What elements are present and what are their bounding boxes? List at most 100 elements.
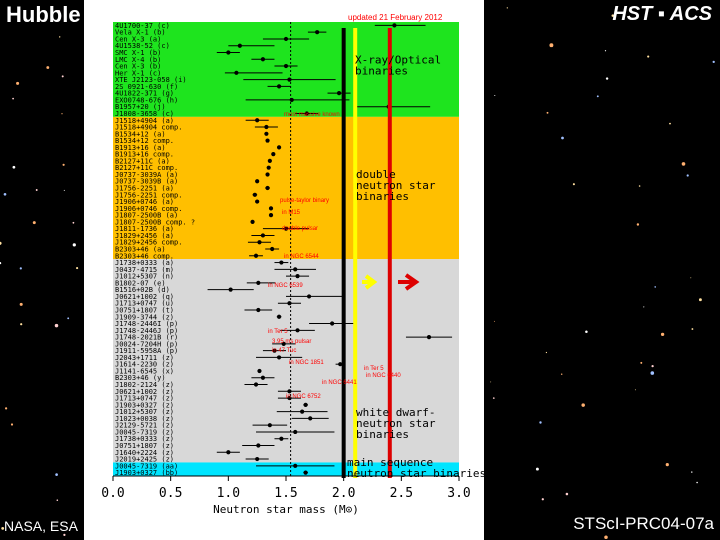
star bbox=[560, 373, 563, 375]
row-label: J1518+4904 comp. bbox=[115, 124, 182, 132]
star bbox=[681, 162, 686, 166]
data-point bbox=[279, 260, 284, 265]
data-point bbox=[281, 341, 286, 346]
data-point bbox=[268, 213, 274, 218]
star bbox=[35, 189, 38, 191]
data-point bbox=[255, 199, 260, 204]
data-point bbox=[276, 355, 282, 360]
row-label: B2303+46 (y) bbox=[115, 374, 166, 382]
region-label: X-ray/Optical bbox=[355, 53, 441, 66]
star bbox=[647, 55, 650, 58]
row-label: J0621+1002 (z) bbox=[115, 388, 174, 396]
star bbox=[634, 389, 636, 391]
row-label: J1141-6545 (x) bbox=[115, 367, 174, 375]
data-point bbox=[267, 158, 272, 164]
annotation: in NGC 6752 bbox=[286, 394, 321, 400]
star bbox=[32, 221, 36, 225]
row-label: EXO0748-676 (h) bbox=[115, 96, 178, 104]
row-label: J0045-7319 (aa) bbox=[115, 462, 178, 470]
row-label: J1012+5307 (z) bbox=[115, 408, 174, 416]
row-label: B1913+16 comp. bbox=[115, 151, 174, 159]
annotation: in Ter 5 bbox=[364, 366, 384, 372]
star bbox=[572, 183, 575, 186]
row-label: J1748-2021B (r) bbox=[115, 334, 178, 342]
row-label: J1713+0747 (u) bbox=[115, 300, 174, 308]
data-point bbox=[279, 436, 284, 441]
region-label: main sequence bbox=[347, 456, 433, 469]
data-point bbox=[308, 416, 313, 421]
star bbox=[3, 192, 7, 196]
row-label: J1906+0746 comp. bbox=[115, 205, 182, 213]
row-label: LMC X-4 (b) bbox=[115, 56, 161, 64]
annotation: 3.95 ms pulsar bbox=[272, 339, 311, 345]
row-label: 4U1822-371 (g) bbox=[115, 90, 174, 98]
data-point bbox=[271, 152, 276, 157]
header-title-left: Hubble bbox=[6, 2, 81, 27]
data-point bbox=[260, 375, 266, 380]
data-point bbox=[237, 43, 242, 48]
row-label: J1738+0333 (a) bbox=[115, 259, 174, 267]
data-point bbox=[300, 409, 305, 414]
x-tick-label: 3.0 bbox=[447, 486, 470, 501]
row-label: J1811-1736 (a) bbox=[115, 225, 174, 233]
data-point bbox=[270, 246, 275, 252]
data-point bbox=[255, 179, 260, 184]
x-tick-label: 0.0 bbox=[101, 486, 124, 501]
region-label: double bbox=[356, 168, 396, 181]
row-label: J0751+1807 (z) bbox=[115, 442, 174, 450]
row-label: B2303+46 comp. bbox=[115, 252, 174, 260]
data-point bbox=[330, 321, 335, 326]
annotation: in NGC 6539 bbox=[268, 283, 303, 289]
star bbox=[651, 364, 654, 368]
star bbox=[55, 473, 58, 476]
star bbox=[12, 165, 16, 169]
data-point bbox=[338, 362, 343, 367]
row-label: XTE J2123-058 (i) bbox=[115, 76, 187, 84]
data-point bbox=[392, 23, 397, 28]
data-point bbox=[252, 192, 257, 197]
star bbox=[691, 328, 694, 330]
star bbox=[1, 527, 5, 530]
star bbox=[654, 286, 656, 288]
data-point bbox=[256, 280, 261, 285]
star bbox=[492, 397, 495, 399]
row-label: J1713+0747 (z) bbox=[115, 395, 174, 403]
data-point bbox=[293, 463, 298, 468]
star bbox=[0, 241, 2, 245]
region-label: binaries bbox=[355, 64, 408, 77]
row-label: J2019+2425 (z) bbox=[115, 456, 174, 464]
data-point bbox=[265, 185, 270, 191]
region-labels: updated 21 February 2012X-ray/Opticalbin… bbox=[268, 13, 486, 480]
data-point bbox=[256, 307, 261, 313]
region-label: binaries bbox=[356, 428, 409, 441]
data-point bbox=[293, 267, 298, 272]
star bbox=[640, 361, 643, 364]
row-label: B1957+20 (j) bbox=[115, 103, 166, 111]
row-label: J1808-3658 (c) bbox=[115, 110, 174, 118]
star bbox=[76, 267, 79, 270]
red-arrow bbox=[398, 273, 420, 291]
star bbox=[539, 421, 542, 424]
region-bands bbox=[113, 22, 459, 476]
data-point bbox=[293, 429, 298, 435]
data-point bbox=[283, 226, 289, 231]
row-label: J1023+0038 (z) bbox=[115, 415, 174, 423]
data-point bbox=[283, 63, 289, 69]
data-point bbox=[303, 402, 308, 407]
row-label: 4U1700-37 (c) bbox=[115, 22, 170, 30]
row-label: 4U1538-52 (c) bbox=[115, 42, 170, 50]
annotation: in NGC 6544 bbox=[284, 254, 319, 260]
row-label: J1640+2224 (z) bbox=[115, 449, 174, 457]
row-label: J1903+0327 (z) bbox=[115, 401, 174, 409]
row-label: J2129-5721 (z) bbox=[115, 422, 174, 430]
star bbox=[72, 221, 75, 224]
star bbox=[638, 185, 641, 187]
footer-credit-right: STScI-PRC04-07a bbox=[573, 514, 714, 533]
star bbox=[643, 306, 645, 308]
row-label: Vela X-1 (b) bbox=[115, 29, 166, 37]
row-label: B2127+11C comp. bbox=[115, 164, 178, 172]
annotation: in NGC 6440 bbox=[366, 373, 401, 379]
star bbox=[0, 261, 2, 265]
row-label: B1516+02B (d) bbox=[115, 286, 170, 294]
